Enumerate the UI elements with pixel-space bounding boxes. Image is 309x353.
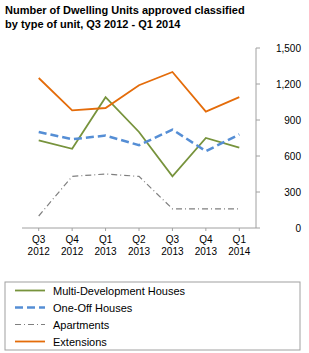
x-tick-label-part: 2012 — [28, 246, 51, 257]
y-tick — [256, 228, 260, 229]
x-tick-label-part: 2013 — [161, 246, 184, 257]
x-tick — [38, 228, 39, 231]
x-tick — [139, 228, 140, 231]
legend-label: Multi-Development Houses — [53, 285, 186, 297]
x-tick — [205, 228, 206, 231]
legend-label: One-Off Houses — [53, 302, 133, 314]
legend-box — [5, 282, 300, 350]
x-tick-label-part: 2013 — [195, 246, 218, 257]
x-tick — [239, 228, 240, 231]
x-tick-label-part: Q4 — [65, 234, 79, 245]
x-tick-label: Q32013 — [161, 234, 184, 257]
x-tick-label-part: 2013 — [128, 246, 151, 257]
y-tick-label: 0 — [295, 223, 301, 234]
y-tick — [256, 192, 260, 193]
x-tick-label-part: Q3 — [166, 234, 180, 245]
x-tick-label-part: 2013 — [94, 246, 117, 257]
y-tick-label: 900 — [284, 115, 301, 126]
x-tick-label-part: Q2 — [132, 234, 146, 245]
series-line — [39, 72, 240, 112]
plot-lines — [39, 72, 240, 216]
x-tick-label: Q42013 — [195, 234, 218, 257]
legend-label: Apartments — [53, 319, 110, 331]
y-tick — [256, 84, 260, 85]
y-tick-label: 300 — [284, 187, 301, 198]
x-tick — [172, 228, 173, 231]
x-tick-label-part: 2014 — [228, 246, 251, 257]
series-line — [39, 130, 240, 152]
legend-swatch — [15, 306, 45, 309]
legend-swatch — [15, 290, 45, 292]
subtitle: by type of unit, Q3 2012 - Q1 2014 — [5, 18, 181, 30]
legend-swatch — [15, 324, 45, 325]
series-line — [39, 174, 240, 216]
x-tick-label: Q12014 — [228, 234, 251, 257]
x-tick-label: Q12013 — [94, 234, 117, 257]
x-tick-label: Q32012 — [28, 234, 51, 257]
chart: Number of Dwelling Units approved classi… — [0, 0, 309, 353]
x-tick-label-part: Q3 — [32, 234, 46, 245]
x-tick-label-part: Q4 — [199, 234, 213, 245]
x-tick — [72, 228, 73, 231]
series-line — [39, 97, 240, 176]
y-tick — [256, 48, 260, 49]
title: Number of Dwelling Units approved classi… — [5, 4, 245, 16]
x-tick-label-part: Q1 — [99, 234, 113, 245]
y-tick — [256, 120, 260, 121]
legend-label: Extensions — [53, 336, 107, 348]
x-tick-label: Q22013 — [128, 234, 151, 257]
x-tick-label-part: Q1 — [233, 234, 247, 245]
y-tick-label: 600 — [284, 151, 301, 162]
x-tick-label: Q42012 — [61, 234, 84, 257]
y-tick-label: 1,500 — [276, 43, 301, 54]
legend-swatch — [15, 341, 45, 343]
x-tick-label-part: 2012 — [61, 246, 84, 257]
y-tick — [256, 156, 260, 157]
x-tick — [105, 228, 106, 231]
y-tick-label: 1,200 — [276, 79, 301, 90]
y-axis — [256, 48, 257, 228]
